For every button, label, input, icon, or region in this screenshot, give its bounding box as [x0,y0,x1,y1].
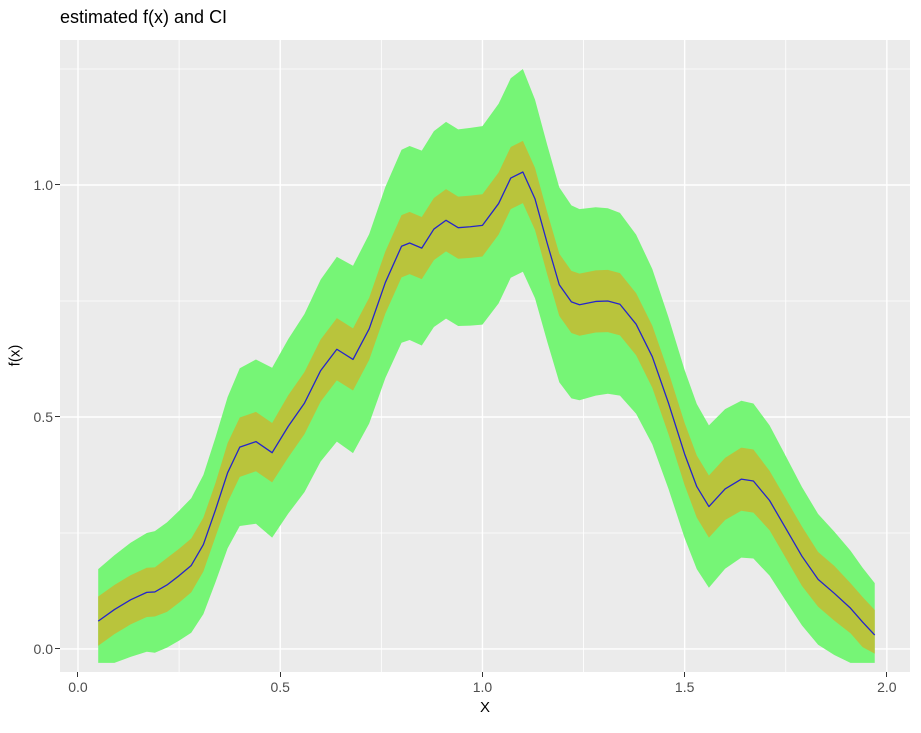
plot-canvas [60,40,910,672]
outer-confidence-band [98,68,875,663]
chart-title: estimated f(x) and CI [60,7,228,27]
x-tick-mark [481,672,483,677]
x-tick-mark [684,672,686,677]
x-axis-title: X [479,699,490,716]
y-tick-mark [55,416,60,418]
x-tick-label: 0.5 [270,679,290,695]
plot-panel [60,40,910,672]
x-tick-label: 1.0 [472,679,493,695]
x-tick-mark [77,672,79,677]
x-tick-mark [279,672,281,677]
y-tick-label: 0.0 [33,640,53,657]
y-tick-label: 0.5 [33,408,53,425]
x-tick-label: 0.0 [68,679,88,695]
y-tick-mark [55,648,60,650]
y-tick-label: 1.0 [33,176,53,193]
x-tick-mark [886,672,888,677]
y-axis-title: f(x) [6,344,24,367]
y-tick-mark [55,184,60,186]
inner-confidence-band [98,140,875,654]
x-tick-label: 2.0 [877,679,897,695]
estimated-fx-line [97,171,876,636]
x-tick-label: 1.5 [674,679,695,695]
